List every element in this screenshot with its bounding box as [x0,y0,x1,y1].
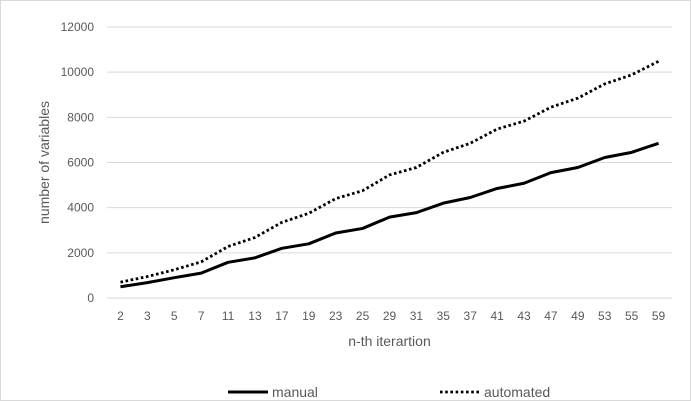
x-tick-label: 11 [222,309,235,323]
x-tick-label: 53 [598,309,612,323]
x-tick-label: 31 [410,309,424,323]
x-tick-label: 59 [652,309,666,323]
y-tick-label: 6000 [67,156,94,170]
x-axis-title: n-th iterartion [348,333,430,349]
x-tick-label: 25 [356,309,370,323]
gridlines [107,26,672,299]
y-tick-label: 4000 [67,201,94,215]
series-lines [120,60,660,289]
x-tick-label: 29 [383,309,397,323]
x-tick-label: 13 [248,309,262,323]
series-line-automated [120,60,660,284]
x-tick-label: 35 [437,309,451,323]
x-tick-label: 47 [544,309,558,323]
y-tick-label: 0 [87,291,94,305]
y-axis-ticks: 0 2000 4000 6000 8000 10000 12000 [61,20,95,305]
y-tick-label: 8000 [67,110,94,124]
y-tick-label: 2000 [67,246,94,260]
legend-label-automated: automated [484,384,550,400]
legend-label-manual: manual [272,384,318,400]
x-tick-label: 37 [464,309,478,323]
series-line-manual [120,141,660,289]
y-tick-label: 10000 [61,65,95,79]
x-tick-label: 49 [571,309,585,323]
y-axis-title: number of variables [36,101,52,224]
x-tick-label: 19 [302,309,316,323]
x-tick-label: 55 [625,309,639,323]
x-tick-label: 17 [275,309,289,323]
legend: manual automated [228,384,550,400]
x-tick-label: 3 [144,309,151,323]
x-axis-ticks: 2 3 5 7 11 13 17 19 23 25 29 31 35 37 41 43 47 49 53 55 59 [117,309,665,323]
x-tick-label: 41 [490,309,504,323]
y-tick-label: 12000 [61,20,95,34]
x-tick-label: 2 [117,309,124,323]
x-tick-label: 5 [171,309,178,323]
x-tick-label: 43 [517,309,531,323]
x-tick-label: 7 [198,309,205,323]
x-tick-label: 23 [329,309,343,323]
